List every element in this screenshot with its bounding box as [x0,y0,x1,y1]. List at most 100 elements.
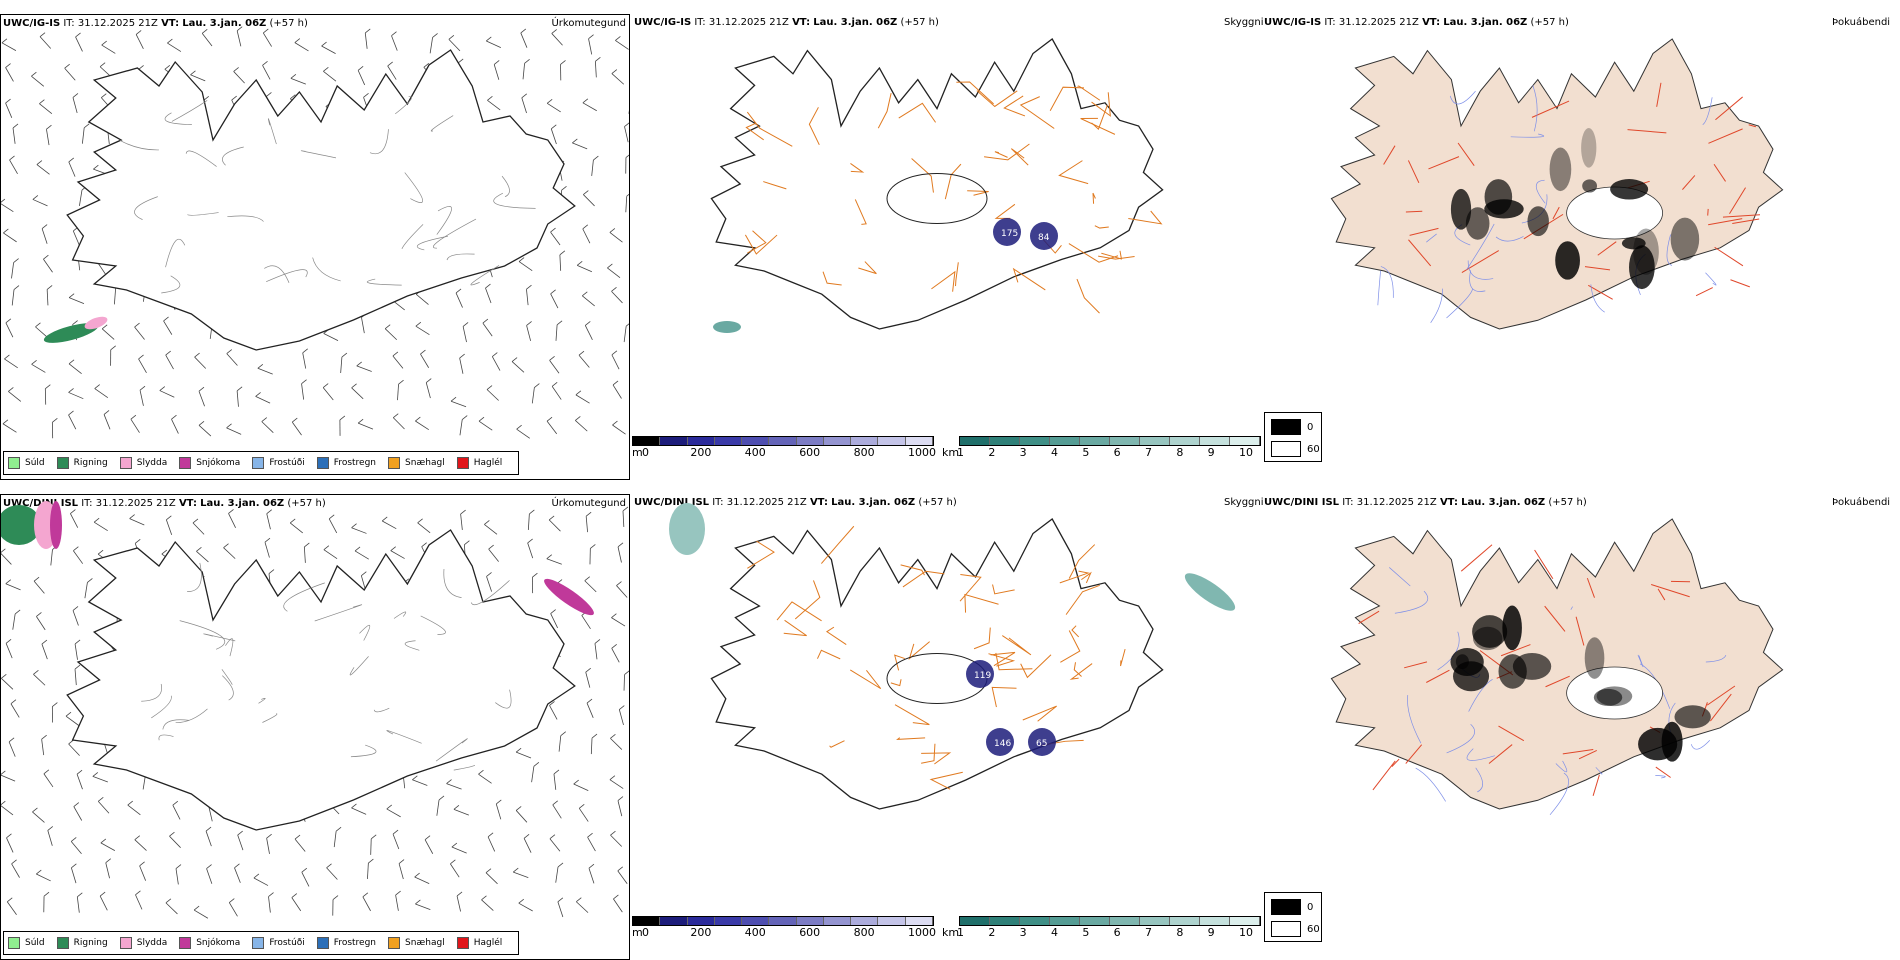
colorbar-step [742,917,769,925]
legend-label: Frostúði [269,458,304,468]
colorbar-tick: 0 [642,926,649,939]
colorbar-step [660,437,687,445]
colorbar-tick: 200 [690,926,711,939]
colorbar-tick: 7 [1145,926,1152,939]
colorbar-step [960,437,990,445]
legend-swatch [120,457,132,469]
legend-label: Snjókoma [196,938,240,948]
colorbar-step [1110,437,1140,445]
legend-item: Snæhagl [388,937,445,949]
colorbar-tick: 800 [854,926,875,939]
legend-swatch [252,457,264,469]
colorbar-tick: 1000 [908,926,936,939]
colorbar-tick: 0 [642,446,649,459]
cloud-base-label: 65 [1036,739,1047,749]
fog-legend-label: 0 [1307,902,1313,913]
fog-legend: 0 60 [1264,892,1322,942]
colorbar-step [1140,917,1170,925]
colorbar-step [742,437,769,445]
cloud-base-label: 84 [1038,233,1050,243]
colorbar-tick: 8 [1176,446,1183,459]
legend-label: Snæhagl [405,938,445,948]
legend-swatch [457,937,469,949]
legend-label: Slydda [137,938,167,948]
precip-panel-row1: UWC/IG-IS IT: 31.12.2025 21Z VT: Lau. 3.… [0,14,630,480]
colorbar-tick: 200 [690,446,711,459]
legend-label: Snæhagl [405,458,445,468]
legend-item: Frostúði [252,937,304,949]
colorbar-tick: 600 [799,446,820,459]
colorbar-step [797,437,824,445]
colorbar-tick: 400 [745,446,766,459]
iceland-map-wind [1,15,629,479]
fog-legend: 0 60 [1264,412,1322,462]
colorbar-step [1230,917,1260,925]
colorbar-step [1200,917,1230,925]
legend-swatch [57,937,69,949]
colorbar-step [851,917,878,925]
fog-legend-row: 0 [1271,419,1313,435]
colorbar-tick: 2 [988,926,995,939]
legend-item: Snjókoma [179,937,240,949]
colorbar-tick: 600 [799,926,820,939]
fog-legend-label: 0 [1307,422,1313,433]
colorbar-tick: 1 [957,446,964,459]
colorbar-step [1080,917,1110,925]
iceland-map-wind [1,495,629,959]
legend-label: Frostúði [269,938,304,948]
legend-swatch [317,457,329,469]
colorbar-step [1170,917,1200,925]
legend-label: Haglél [474,938,503,948]
legend-label: Rigning [74,938,108,948]
legend-swatch [457,457,469,469]
fog-panel-row1: UWC/IG-IS IT: 31.12.2025 21Z VT: Lau. 3.… [1262,14,1900,480]
fog-legend-swatch [1271,441,1301,457]
colorbar-tick: 400 [745,926,766,939]
colorbar-step [1110,917,1140,925]
fog-legend-swatch [1271,899,1301,915]
iceland-map-fog [1262,14,1900,434]
legend-label: Snjókoma [196,458,240,468]
legend-swatch [317,937,329,949]
legend-item: Snjókoma [179,457,240,469]
legend-item: Súld [8,457,45,469]
colorbar-step [1020,917,1050,925]
colorbar-step [1050,917,1080,925]
colorbar-step [878,437,905,445]
legend-item: Frostúði [252,457,304,469]
fog-legend-row: 60 [1271,921,1320,937]
legend-swatch [179,937,191,949]
colorbar-step [851,437,878,445]
legend-item: Snæhagl [388,457,445,469]
colorbar-step [1140,437,1170,445]
cloud-base-label: 119 [974,671,991,681]
colorbar-step [990,437,1020,445]
legend-item: Slydda [120,937,167,949]
legend-label: Frostregn [334,938,376,948]
colorbar-step [906,917,933,925]
ceiling-visibility-panel-row1: UWC/IG-IS IT: 31.12.2025 21Z VT: Lau. 3.… [632,14,1262,480]
legend-swatch [57,457,69,469]
fog-legend-label: 60 [1307,924,1320,935]
colorbar-step [715,917,742,925]
colorbar-step [688,437,715,445]
colorbar-tick: 10 [1239,446,1253,459]
colorbar-tick: 9 [1208,926,1215,939]
legend-item: Slydda [120,457,167,469]
legend-label: Frostregn [334,458,376,468]
precip-type-legend: Súld Rigning Slydda Snjókoma Frostúði Frostre… [3,451,519,475]
fog-panel-row2: UWC/DINI ISL IT: 31.12.2025 21Z VT: Lau.… [1262,494,1900,960]
colorbar-step [1050,437,1080,445]
colorbar-step [633,917,660,925]
colorbar-step [769,437,796,445]
legend-swatch [252,937,264,949]
legend-item: Rigning [57,457,108,469]
precip-panel-row2: UWC/DINI ISL IT: 31.12.2025 21Z VT: Lau.… [0,494,630,960]
colorbar-tick: 2 [988,446,995,459]
fog-legend-label: 60 [1307,444,1320,455]
cloud-base-label: 146 [994,739,1011,749]
